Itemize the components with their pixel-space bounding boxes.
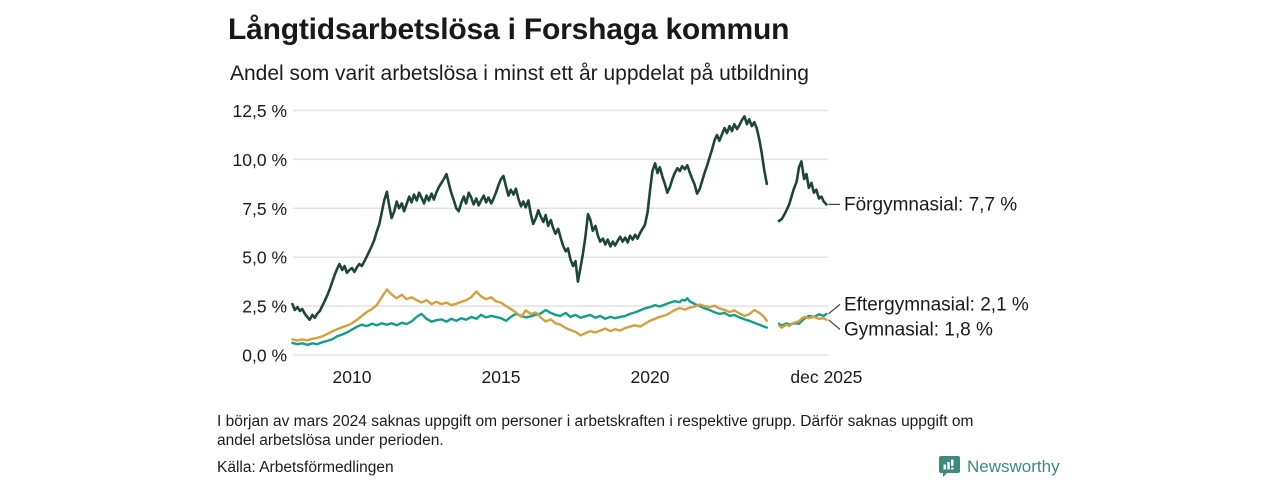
x-tick-label: 2010	[333, 367, 372, 387]
series-end-label-eftergymnasial: Eftergymnasial: 2,1 %	[844, 294, 1029, 315]
y-tick-label: 10,0 %	[233, 150, 287, 170]
y-axis-tick-labels: 12,5 % 10,0 % 7,5 % 5,0 % 2,5 % 0,0 %	[233, 101, 287, 366]
series-line-eftergymnasial	[777, 312, 828, 327]
page-title: Långtidsarbetslösa i Forshaga kommun	[228, 13, 790, 46]
y-tick-label: 2,5 %	[242, 297, 287, 317]
newsworthy-logo-icon	[939, 456, 960, 477]
series-line-förgymnasial	[777, 160, 828, 223]
label-connector-line	[828, 303, 841, 315]
x-axis-tick-labels: 2010 2015 2020 dec 2025	[333, 367, 863, 387]
y-tick-label: 12,5 %	[233, 101, 287, 121]
x-tick-label: dec 2025	[790, 367, 862, 387]
y-tick-label: 5,0 %	[242, 248, 287, 268]
footnote: I början av mars 2024 saknas uppgift om …	[217, 412, 1057, 450]
x-tick-label: 2015	[482, 367, 521, 387]
x-tick-label: 2020	[631, 367, 670, 387]
series-end-label-förgymnasial: Förgymnasial: 7,7 %	[844, 194, 1017, 215]
page-subtitle: Andel som varit arbetslösa i minst ett å…	[230, 62, 809, 85]
series-line-gymnasial	[777, 315, 828, 329]
source-label: Källa: Arbetsförmedlingen	[217, 459, 394, 476]
footnote-line-2: andel arbetslösa under perioden.	[217, 432, 444, 449]
gridlines	[293, 109, 828, 356]
label-connector-line	[828, 319, 841, 330]
series-line-gymnasial	[291, 288, 768, 342]
y-tick-label: 0,0 %	[242, 346, 287, 366]
series-lines	[291, 115, 828, 346]
series-line-eftergymnasial	[291, 297, 768, 346]
y-tick-label: 7,5 %	[242, 199, 287, 219]
newsworthy-logo-text: Newsworthy	[967, 456, 1060, 476]
newsworthy-brand: Newsworthy	[938, 455, 1060, 478]
footnote-line-1: I början av mars 2024 saknas uppgift om …	[217, 413, 974, 430]
series-line-förgymnasial	[291, 115, 769, 322]
series-end-label-gymnasial: Gymnasial: 1,8 %	[844, 319, 993, 340]
series-end-labels: Förgymnasial: 7,7 % Eftergymnasial: 2,1 %…	[828, 194, 1029, 340]
